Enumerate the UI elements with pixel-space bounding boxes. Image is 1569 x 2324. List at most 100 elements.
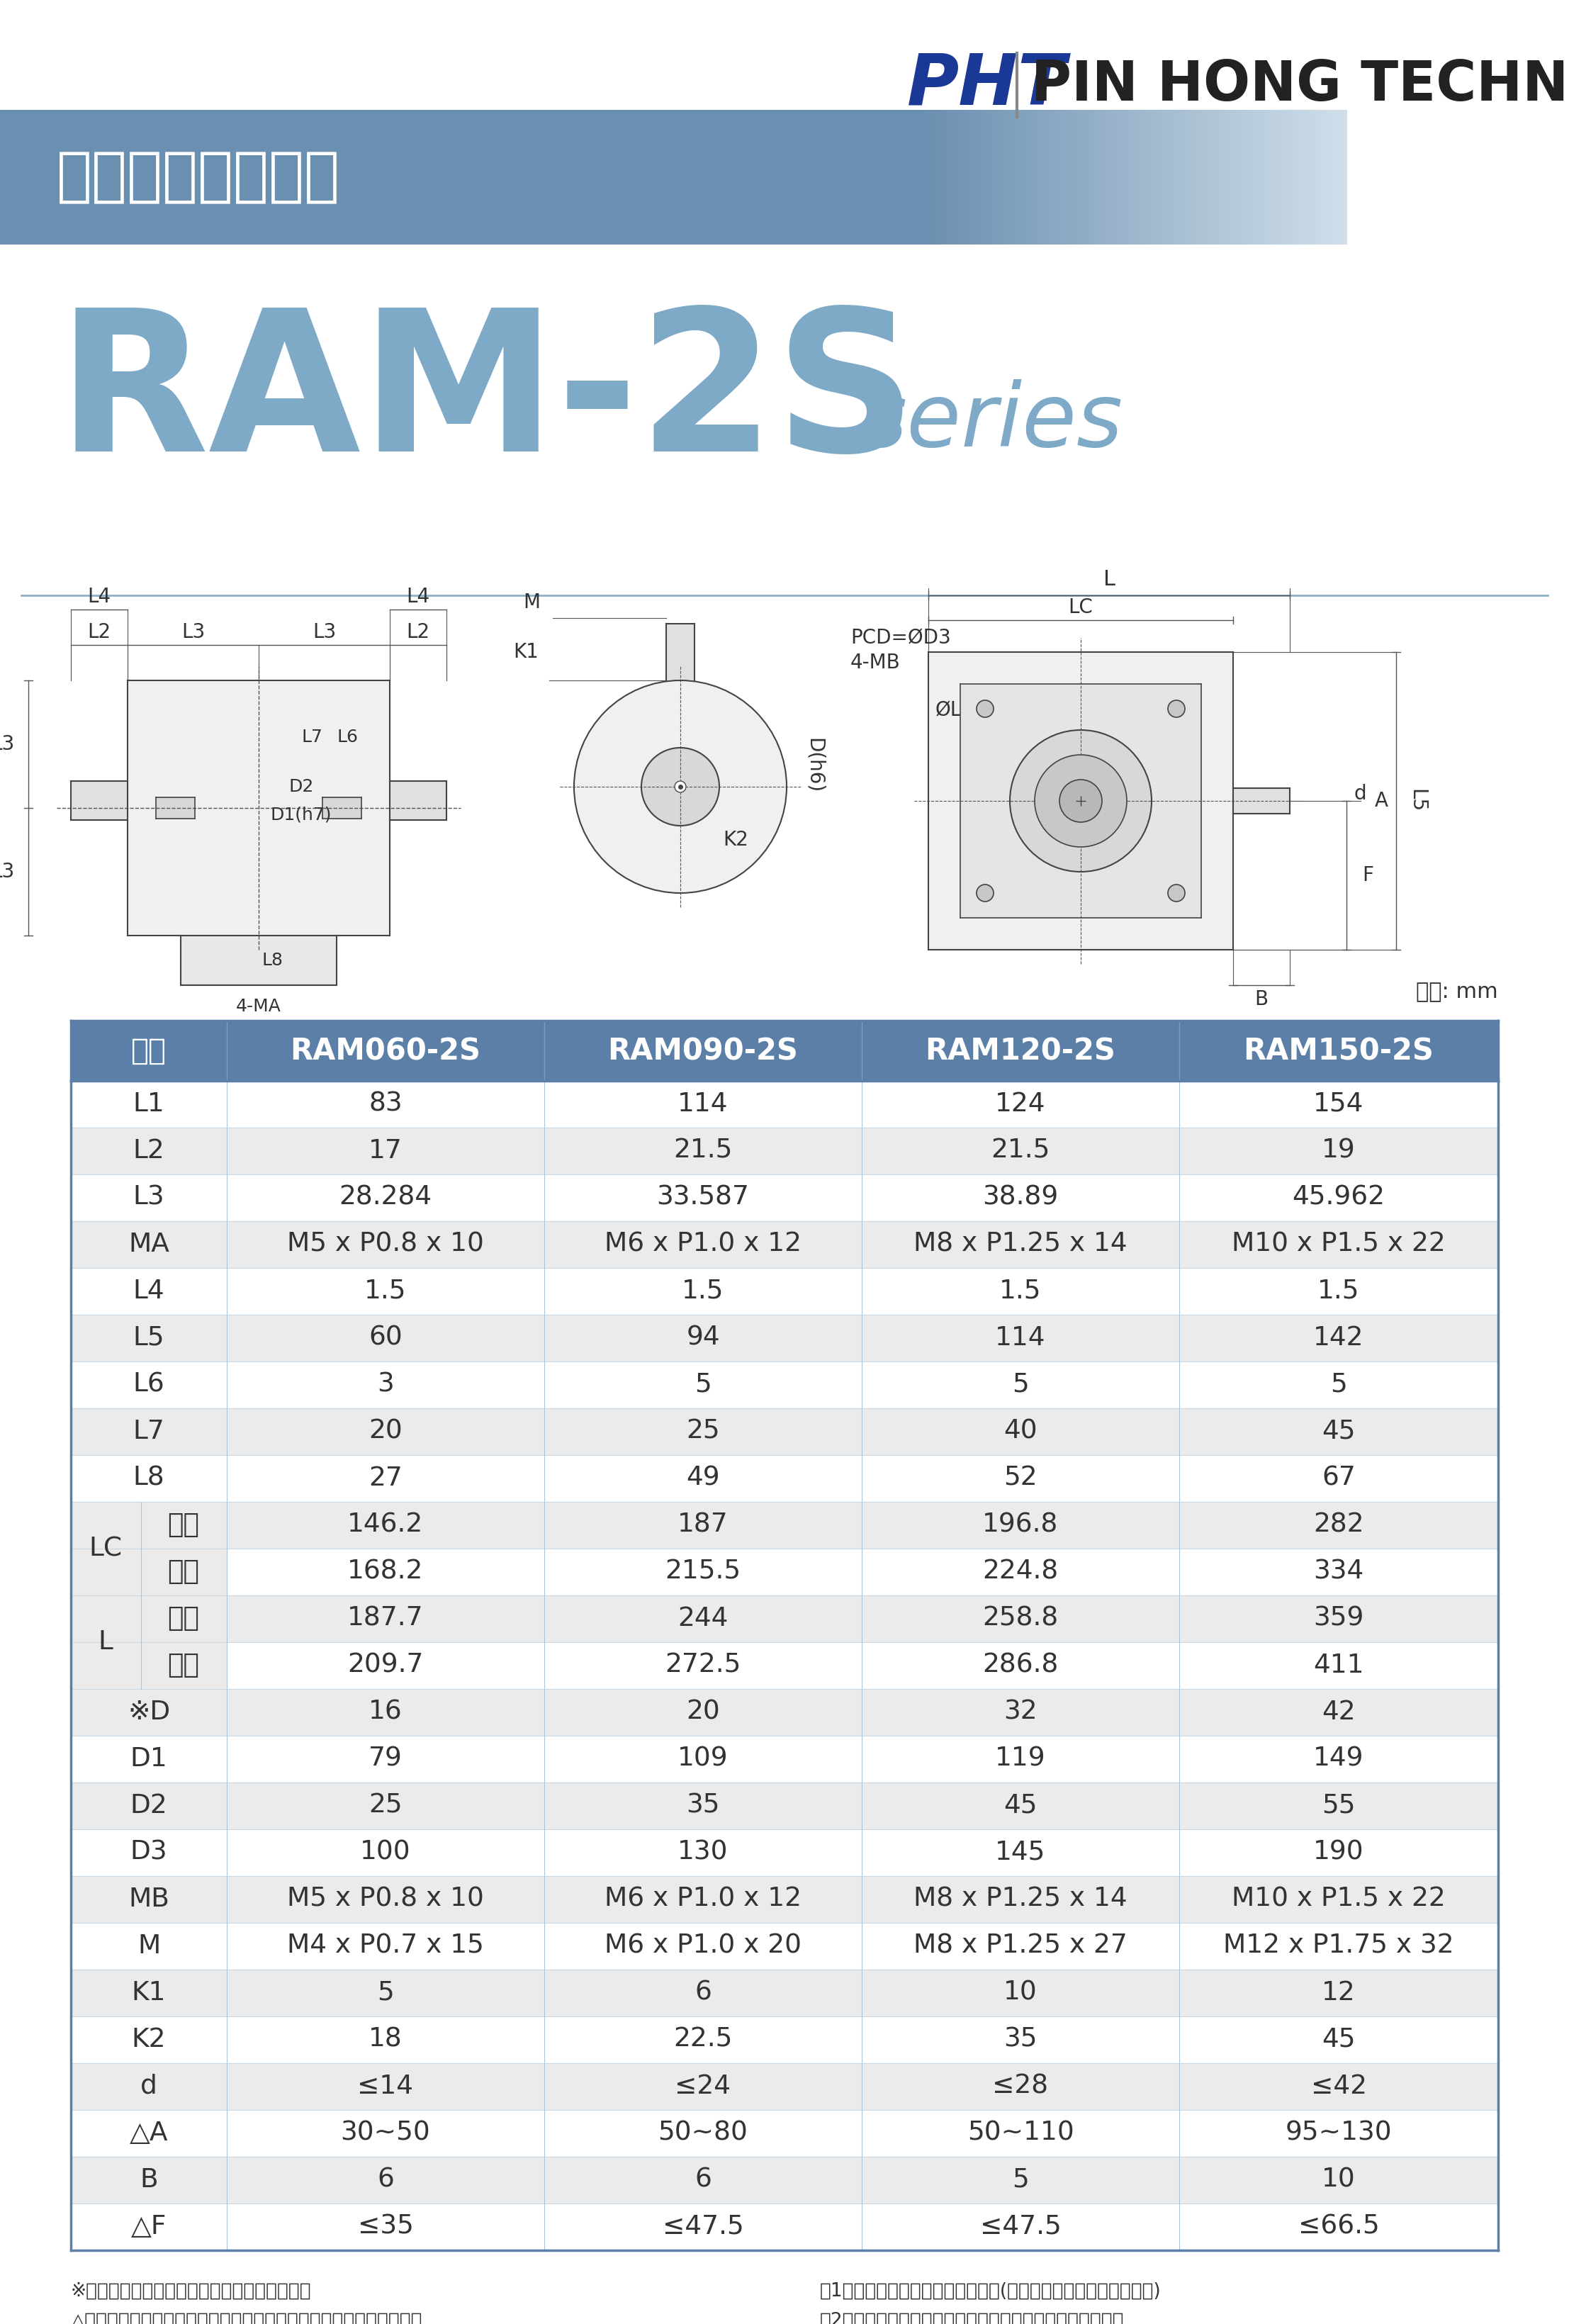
Text: 1.5: 1.5: [999, 1278, 1042, 1304]
Bar: [1070, 109, 1075, 244]
Text: 標準型，雙實心軸: 標準型，雙實心軸: [56, 149, 340, 207]
Bar: [1329, 109, 1334, 244]
Bar: [1087, 109, 1092, 244]
Text: 一段: 一段: [168, 1513, 199, 1538]
Circle shape: [675, 781, 686, 792]
Bar: [1130, 109, 1134, 244]
Text: 45: 45: [1004, 1794, 1037, 1820]
Text: d: d: [1354, 783, 1367, 804]
Text: M: M: [522, 593, 540, 611]
Text: 28.284: 28.284: [339, 1185, 431, 1211]
Text: 282: 282: [1313, 1513, 1363, 1538]
Bar: [71, 2110, 1498, 2157]
Bar: [1017, 109, 1021, 244]
Bar: [1233, 109, 1238, 244]
Text: ≤35: ≤35: [358, 2215, 414, 2240]
Text: 258.8: 258.8: [982, 1606, 1059, 1631]
Text: L5: L5: [1407, 790, 1426, 813]
Text: 35: 35: [1004, 2027, 1037, 2052]
Text: 6: 6: [695, 1980, 711, 2006]
Bar: [1236, 109, 1241, 244]
Bar: [1222, 109, 1227, 244]
Text: 187.7: 187.7: [347, 1606, 424, 1631]
Circle shape: [1034, 755, 1127, 846]
Text: MB: MB: [129, 1887, 169, 1913]
Text: K1: K1: [132, 1980, 166, 2006]
Bar: [1067, 109, 1070, 244]
Bar: [949, 109, 954, 244]
Bar: [71, 1971, 1498, 2017]
Bar: [71, 2203, 1498, 2250]
Bar: [1144, 109, 1149, 244]
Bar: [1101, 109, 1106, 244]
Text: D3: D3: [130, 1841, 168, 1866]
Bar: [389, 781, 447, 820]
Bar: [974, 109, 979, 244]
Bar: [1335, 109, 1340, 244]
Bar: [1244, 109, 1247, 244]
Bar: [71, 1690, 1498, 1736]
Bar: [1109, 109, 1114, 244]
Bar: [1321, 109, 1326, 244]
Bar: [1283, 109, 1287, 244]
Bar: [1332, 109, 1337, 244]
Text: △：此記號表示之特殊尺寸，按客戶需求和伺服馬達不同而有所變動。: △：此記號表示之特殊尺寸，按客戶需求和伺服馬達不同而有所變動。: [71, 2312, 422, 2324]
Text: 95~130: 95~130: [1285, 2119, 1392, 2145]
Bar: [1197, 109, 1202, 244]
Text: M12 x P1.75 x 32: M12 x P1.75 x 32: [1224, 1934, 1454, 1959]
Text: 22.5: 22.5: [673, 2027, 733, 2052]
Text: 83: 83: [369, 1092, 402, 1118]
Text: 5: 5: [1012, 2168, 1029, 2194]
Text: 4-MB: 4-MB: [850, 653, 901, 672]
Text: M5 x P0.8 x 10: M5 x P0.8 x 10: [287, 1887, 483, 1913]
Bar: [1056, 109, 1061, 244]
Text: 10: 10: [1004, 1980, 1037, 2006]
Text: 35: 35: [686, 1794, 720, 1820]
Text: ≤47.5: ≤47.5: [979, 2215, 1061, 2240]
Bar: [1276, 109, 1280, 244]
Bar: [1120, 109, 1123, 244]
Bar: [1034, 109, 1039, 244]
Bar: [1233, 788, 1290, 813]
Bar: [71, 1643, 1498, 1690]
Text: D2: D2: [130, 1794, 168, 1820]
Bar: [1064, 109, 1067, 244]
Bar: [1084, 109, 1089, 244]
Text: 1.5: 1.5: [683, 1278, 723, 1304]
Text: F: F: [1362, 865, 1373, 885]
Text: L4: L4: [133, 1278, 165, 1304]
Text: ≤66.5: ≤66.5: [1298, 2215, 1379, 2240]
Bar: [1250, 109, 1255, 244]
Bar: [71, 1736, 1498, 1783]
Bar: [938, 109, 943, 244]
Text: △A: △A: [130, 2119, 168, 2145]
Bar: [1078, 109, 1081, 244]
Bar: [71, 2064, 1498, 2110]
Text: 4-MA: 4-MA: [235, 997, 281, 1016]
Text: 6: 6: [377, 2168, 394, 2194]
Bar: [1169, 109, 1174, 244]
Bar: [1240, 109, 1244, 244]
Text: 168.2: 168.2: [347, 1559, 424, 1585]
Text: L2: L2: [88, 623, 111, 641]
Text: 21.5: 21.5: [992, 1139, 1050, 1164]
Bar: [1045, 109, 1050, 244]
Text: M6 x P1.0 x 12: M6 x P1.0 x 12: [604, 1887, 802, 1913]
Text: L8: L8: [133, 1466, 165, 1492]
Text: L5: L5: [133, 1325, 165, 1350]
Text: 187: 187: [678, 1513, 728, 1538]
Text: LC: LC: [1068, 597, 1094, 618]
Text: K1: K1: [513, 641, 538, 662]
Bar: [1177, 109, 1180, 244]
Bar: [1059, 109, 1064, 244]
Bar: [1003, 109, 1007, 244]
Bar: [180, 937, 337, 985]
Bar: [71, 1020, 1498, 1081]
Text: LC: LC: [89, 1536, 122, 1562]
Bar: [1020, 109, 1025, 244]
Text: 196.8: 196.8: [982, 1513, 1059, 1538]
Text: 215.5: 215.5: [665, 1559, 741, 1585]
Text: 18: 18: [369, 2027, 402, 2052]
Text: L: L: [99, 1629, 113, 1655]
Bar: [1340, 109, 1343, 244]
